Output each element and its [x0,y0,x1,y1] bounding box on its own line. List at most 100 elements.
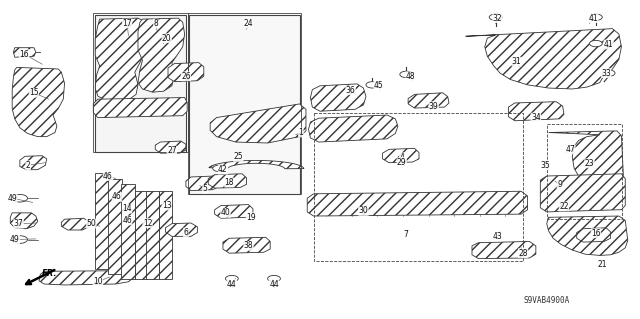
Polygon shape [466,29,621,89]
Text: 12: 12 [143,219,152,227]
Text: 47: 47 [566,145,575,154]
Circle shape [589,41,602,47]
Polygon shape [95,173,109,269]
Bar [547,124,622,219]
Circle shape [12,195,28,202]
Text: 7: 7 [403,230,408,239]
Text: 10: 10 [93,277,102,286]
Polygon shape [168,63,204,82]
Text: 20: 20 [162,34,172,43]
Polygon shape [166,223,197,236]
Polygon shape [13,48,36,57]
Polygon shape [472,241,536,259]
Polygon shape [214,204,253,218]
Polygon shape [156,141,186,153]
Text: 30: 30 [358,206,368,215]
Polygon shape [12,67,65,137]
Text: 2: 2 [26,161,31,170]
Text: 38: 38 [244,241,253,250]
Text: 4: 4 [399,153,404,162]
Text: 46: 46 [103,172,113,181]
Polygon shape [307,191,527,216]
Text: 44: 44 [269,279,279,288]
Text: 46: 46 [112,192,122,202]
Circle shape [400,71,413,78]
Polygon shape [308,115,398,142]
Polygon shape [210,104,306,143]
Bar [188,13,301,194]
Text: 21: 21 [598,260,607,270]
Circle shape [366,82,379,88]
Text: 41: 41 [589,14,598,23]
Text: 19: 19 [246,213,256,222]
Text: 22: 22 [559,202,569,211]
Text: 33: 33 [601,69,611,78]
Text: 46: 46 [122,216,132,225]
Text: 8: 8 [154,19,158,28]
Text: 35: 35 [540,161,550,170]
Text: 39: 39 [429,102,438,111]
Text: 16: 16 [591,229,601,238]
Polygon shape [383,148,419,163]
Text: FR.: FR. [42,269,58,278]
Text: 50: 50 [86,219,96,228]
Bar [93,13,188,152]
Polygon shape [186,176,219,191]
Bar [314,114,523,261]
Polygon shape [540,174,625,212]
Polygon shape [121,184,135,278]
Polygon shape [223,237,270,253]
Circle shape [12,236,28,243]
Text: 14: 14 [122,204,132,213]
Text: 15: 15 [29,88,38,97]
Text: 45: 45 [374,81,383,90]
Text: 27: 27 [167,146,177,155]
Polygon shape [577,228,611,242]
Text: 37: 37 [13,219,24,228]
Polygon shape [189,15,300,195]
Polygon shape [508,102,564,121]
Text: 48: 48 [406,72,415,81]
Polygon shape [10,213,38,229]
Polygon shape [159,191,172,278]
Text: 5: 5 [203,184,207,193]
Polygon shape [147,191,159,278]
Polygon shape [108,179,122,274]
Text: 26: 26 [181,72,191,81]
Circle shape [589,14,602,20]
Polygon shape [547,216,628,256]
Polygon shape [61,218,89,230]
Text: 42: 42 [218,165,228,174]
Text: 44: 44 [227,279,237,288]
Text: 32: 32 [493,14,502,23]
Text: 40: 40 [221,208,230,217]
Text: 43: 43 [493,232,502,241]
Circle shape [212,165,225,172]
Text: 16: 16 [19,49,29,59]
Text: 13: 13 [162,201,172,210]
Text: 18: 18 [225,178,234,187]
Text: 17: 17 [122,19,132,28]
Text: 49: 49 [10,235,20,244]
Circle shape [268,275,280,282]
Text: 31: 31 [512,57,522,66]
Circle shape [225,275,238,282]
Text: 24: 24 [244,19,253,28]
Text: 1: 1 [298,128,303,137]
Polygon shape [408,93,449,108]
Text: 28: 28 [518,249,528,258]
Polygon shape [20,156,47,170]
Text: 23: 23 [585,159,595,168]
Circle shape [602,70,615,76]
Text: S9VAB4900A: S9VAB4900A [523,296,570,305]
Polygon shape [95,18,148,102]
Polygon shape [209,160,304,169]
Polygon shape [208,174,246,188]
Polygon shape [39,271,134,285]
Polygon shape [310,84,366,111]
Text: 49: 49 [7,194,17,203]
Text: 25: 25 [234,152,243,161]
Polygon shape [548,131,623,186]
Circle shape [489,14,502,20]
Text: 29: 29 [397,158,406,167]
